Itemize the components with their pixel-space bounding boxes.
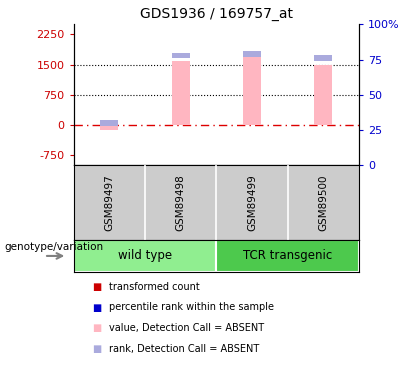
Text: wild type: wild type xyxy=(118,249,172,262)
Text: GSM89499: GSM89499 xyxy=(247,174,257,231)
Text: GSM89497: GSM89497 xyxy=(104,174,114,231)
Bar xyxy=(172,62,189,125)
Text: GSM89498: GSM89498 xyxy=(176,174,186,231)
Text: genotype/variation: genotype/variation xyxy=(4,242,103,252)
Bar xyxy=(243,51,261,57)
Text: percentile rank within the sample: percentile rank within the sample xyxy=(109,303,274,312)
Text: rank, Detection Call = ABSENT: rank, Detection Call = ABSENT xyxy=(109,344,260,354)
FancyBboxPatch shape xyxy=(216,240,359,272)
Bar xyxy=(172,53,189,58)
Text: ■: ■ xyxy=(92,323,102,333)
Bar xyxy=(315,56,332,61)
Text: TCR transgenic: TCR transgenic xyxy=(243,249,332,262)
Bar xyxy=(100,120,118,126)
FancyBboxPatch shape xyxy=(74,240,216,272)
Text: transformed count: transformed count xyxy=(109,282,200,292)
Text: ■: ■ xyxy=(92,303,102,312)
Bar xyxy=(315,64,332,125)
Bar xyxy=(100,125,118,130)
Text: ■: ■ xyxy=(92,282,102,292)
Text: ■: ■ xyxy=(92,344,102,354)
Text: value, Detection Call = ABSENT: value, Detection Call = ABSENT xyxy=(109,323,264,333)
Text: GSM89500: GSM89500 xyxy=(318,174,328,231)
Title: GDS1936 / 169757_at: GDS1936 / 169757_at xyxy=(140,7,293,21)
Bar xyxy=(243,54,261,125)
